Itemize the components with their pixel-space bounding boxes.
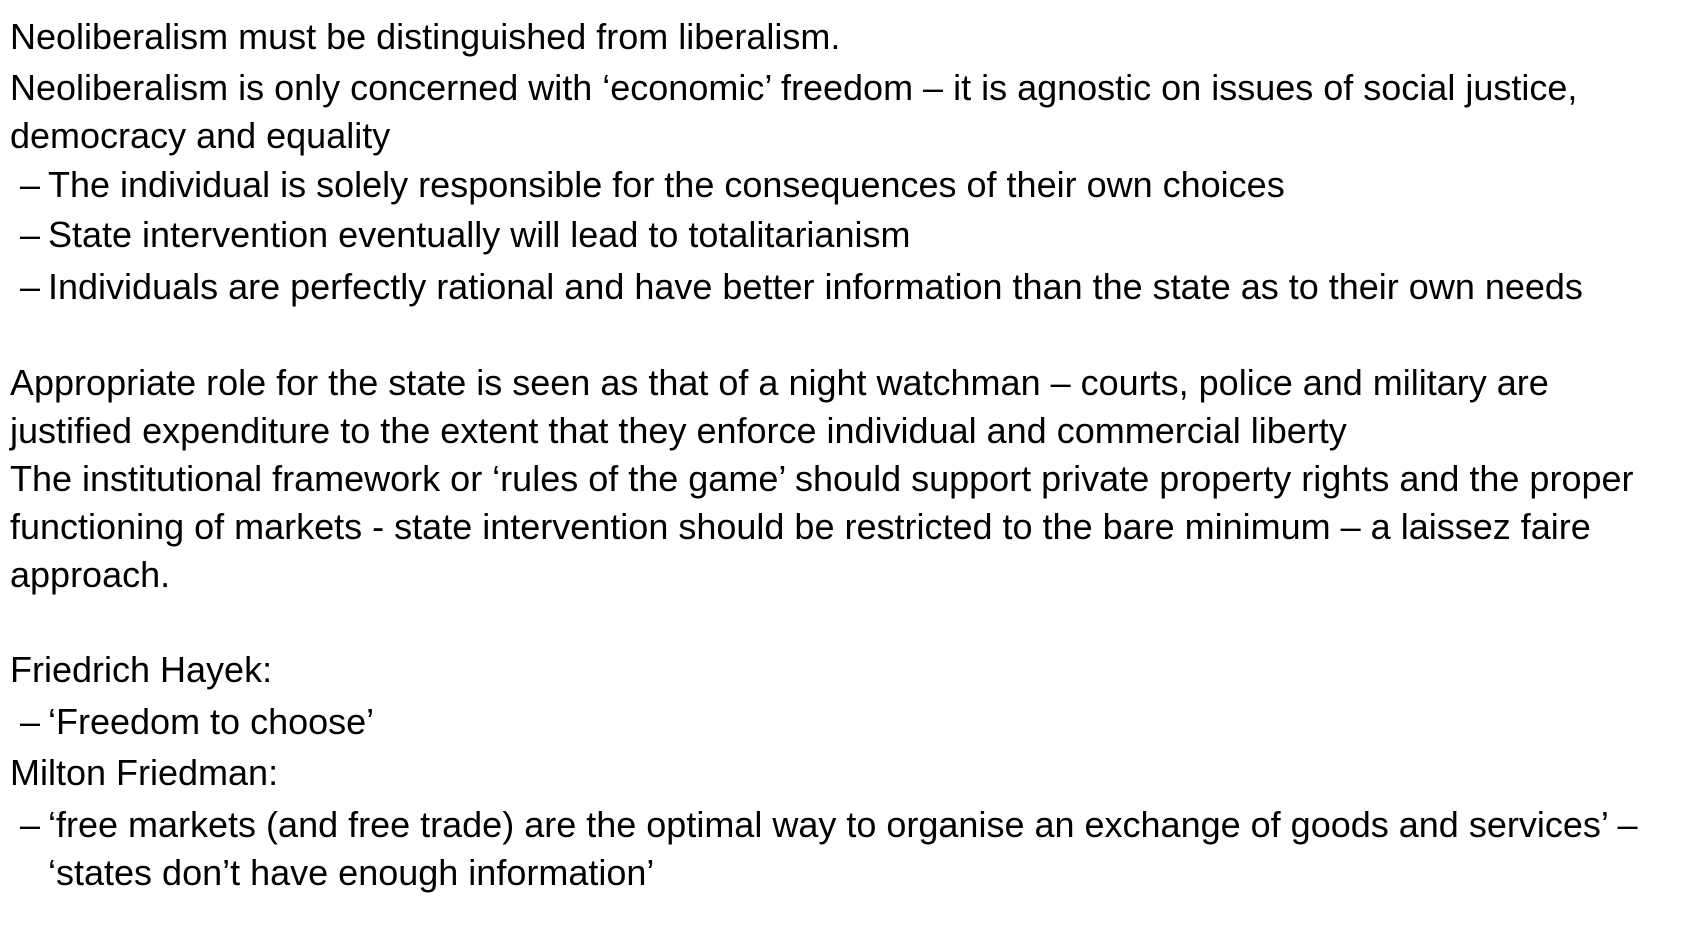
paragraph-economic-freedom: Neoliberalism is only concerned with ‘ec…: [10, 67, 1578, 156]
dash-marker: –: [20, 804, 41, 845]
bullet-state-intervention: – State intervention eventually will lea…: [20, 211, 1680, 259]
bullet-individual-responsible: – The individual is solely responsible f…: [20, 161, 1680, 209]
bullet-freedom-to-choose: – ‘Freedom to choose’: [20, 698, 1680, 746]
heading-friedrich-hayek: Friedrich Hayek:: [10, 649, 273, 690]
dash-marker: –: [20, 701, 41, 742]
paragraph-neoliberalism-distinguished: Neoliberalism must be distinguished from…: [10, 16, 841, 57]
heading-milton-friedman: Milton Friedman:: [10, 752, 279, 793]
bullet-text: The individual is solely responsible for…: [48, 164, 1285, 205]
bullet-text: ‘Freedom to choose’: [48, 701, 375, 742]
paragraph-institutional-framework: The institutional framework or ‘rules of…: [10, 458, 1634, 595]
bullet-text: State intervention eventually will lead …: [48, 214, 911, 255]
bullet-individuals-rational: – Individuals are perfectly rational and…: [20, 263, 1680, 311]
dash-marker: –: [20, 164, 41, 205]
bullet-text: Individuals are perfectly rational and h…: [48, 266, 1583, 307]
dash-marker: –: [20, 214, 41, 255]
bullet-text: ‘free markets (and free trade) are the o…: [48, 804, 1638, 893]
dash-marker: –: [20, 266, 41, 307]
bullet-free-markets: – ‘free markets (and free trade) are the…: [20, 801, 1680, 897]
paragraph-night-watchman: Appropriate role for the state is seen a…: [10, 362, 1549, 451]
